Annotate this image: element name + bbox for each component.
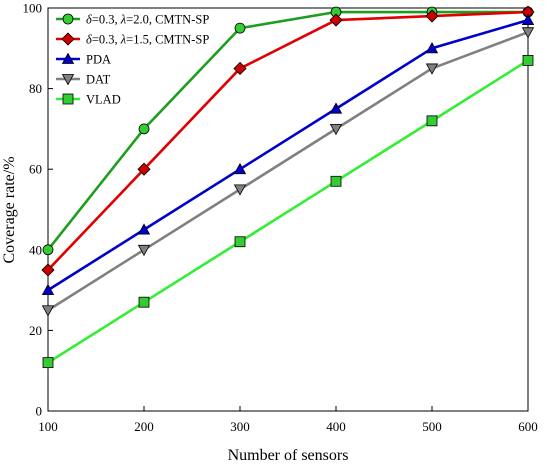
y-tick-label: 80 [29,81,42,96]
data-point-series-5 [42,357,54,369]
axis-ticks: 100 200 300 400 500 600 0 20 40 60 80 100 [23,1,538,435]
legend-marker [62,93,74,105]
y-axis-title: Coverage rate/% [1,156,18,263]
data-point-series-3 [425,41,439,54]
data-point-series-5 [138,296,150,308]
series-line-3 [47,18,529,292]
data-point-series-1 [234,22,246,34]
legend-label: DAT [86,73,111,87]
series-line-4 [47,30,529,312]
legend-marker [61,74,75,86]
x-tick-label: 200 [134,419,154,434]
series-line-5 [47,59,529,364]
y-tick-label: 40 [29,242,42,257]
data-point-series-3 [329,102,343,114]
data-point-series-5 [426,115,438,127]
data-point-series-4 [329,124,343,136]
data-point-series-4 [41,305,55,317]
legend-label: VLAD [86,93,121,107]
x-tick-label: 600 [518,419,538,434]
x-tick-label: 500 [422,419,442,434]
data-point-series-4 [137,244,151,257]
data-point-series-2 [137,162,151,176]
data-point-series-2 [41,263,55,277]
legend-label: PDA [86,53,111,67]
y-tick-label: 20 [29,323,42,338]
data-point-series-5 [522,54,534,66]
plot-area [47,7,529,412]
series-markers [41,5,535,369]
data-point-series-3 [41,283,55,296]
x-axis-title: Number of sensors [228,447,349,464]
series-line-1 [46,10,528,251]
data-point-series-5 [234,236,246,248]
legend-label: δ=0.3, λ=1.5, CMTN-SP [86,33,209,47]
data-point-series-1 [138,123,150,135]
legend-marker [62,13,74,25]
y-tick-label: 60 [29,162,42,177]
x-tick-label: 300 [230,419,250,434]
data-point-series-5 [330,175,342,187]
series-line-2 [47,10,529,271]
data-point-series-2 [329,13,343,27]
data-point-series-2 [233,61,247,76]
y-tick-label: 0 [36,404,43,419]
legend: δ=0.3, λ=2.0, CMTN-SP δ=0.3, λ=1.5, CMTN-… [56,13,209,107]
data-point-series-4 [521,27,535,39]
series-lines [46,10,529,364]
y-tick-label: 100 [23,1,43,16]
data-point-series-1 [42,244,54,256]
x-tick-label: 100 [38,419,58,434]
data-point-series-3 [521,13,535,25]
data-point-series-4 [233,184,247,196]
data-point-series-3 [233,162,247,175]
legend-marker [61,32,75,46]
data-point-series-3 [137,223,151,235]
x-tick-label: 400 [326,419,346,434]
data-point-series-2 [425,9,439,23]
legend-label: δ=0.3, λ=2.0, CMTN-SP [86,13,209,27]
data-point-series-4 [425,63,439,75]
legend-marker [61,52,75,64]
